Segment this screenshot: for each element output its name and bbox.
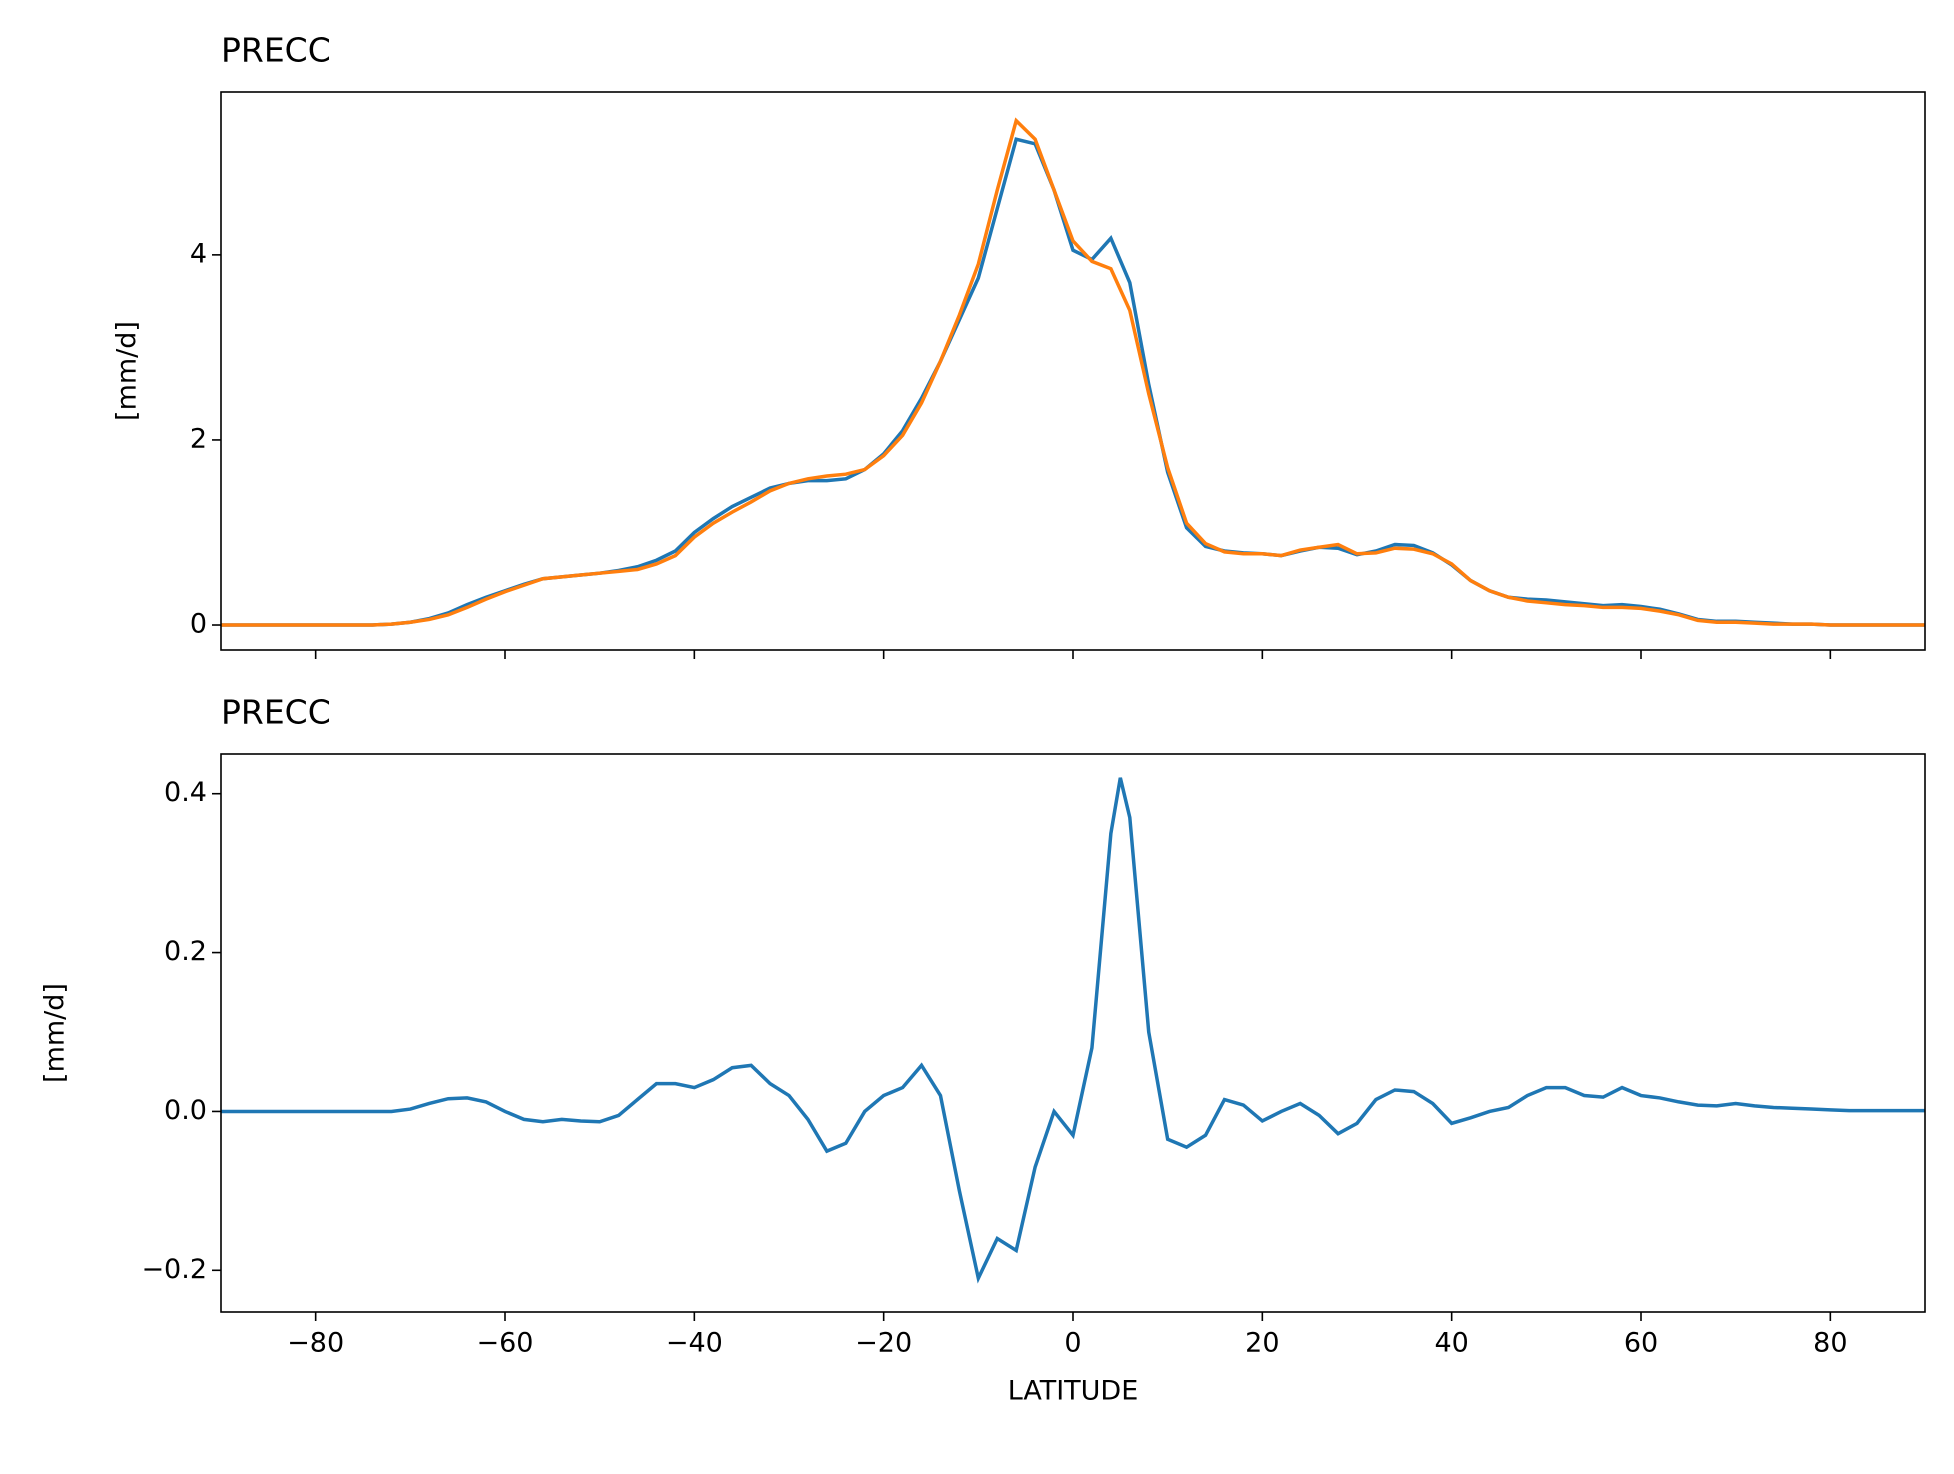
plot-frame [220, 91, 1926, 651]
x-tick-label: −40 [666, 1328, 723, 1359]
x-axis-label: LATITUDE [1008, 1376, 1139, 1407]
x-tick-label: −80 [287, 1328, 344, 1359]
chart-title: PRECC [221, 31, 331, 70]
data-line [221, 117, 1925, 627]
y-tick-label: 0.0 [164, 1095, 207, 1126]
y-tick-label: 0.4 [164, 777, 207, 808]
x-tick-label: −60 [477, 1328, 534, 1359]
y-tick-label: −0.2 [141, 1254, 207, 1285]
data-line [221, 777, 1925, 1284]
y-tick-label: 4 [190, 238, 207, 269]
x-tick-label: 60 [1624, 1328, 1658, 1359]
y-axis-label: [mm/d] [40, 983, 71, 1083]
x-tick-label: 80 [1813, 1328, 1847, 1359]
y-axis-label: [mm/d] [112, 321, 143, 421]
chart-title: PRECC [221, 693, 331, 732]
y-tick-label: 0 [190, 609, 207, 640]
x-tick-label: −20 [855, 1328, 912, 1359]
x-tick-label: 20 [1245, 1328, 1279, 1359]
plot-frame [220, 753, 1926, 1313]
y-tick-label: 0.2 [164, 936, 207, 967]
y-tick-label: 2 [190, 423, 207, 454]
x-tick-label: 40 [1434, 1328, 1468, 1359]
data-line [221, 137, 1925, 627]
x-tick-label: 0 [1064, 1328, 1081, 1359]
